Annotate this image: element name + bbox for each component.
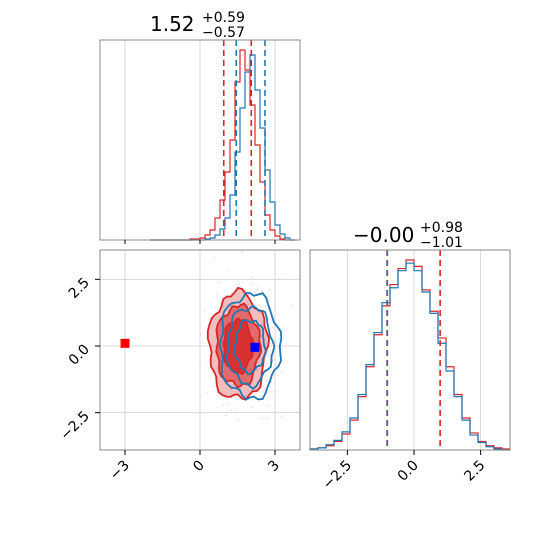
sample-point bbox=[232, 383, 235, 386]
sample-point bbox=[266, 417, 268, 420]
tick-p2-y-2-label: −2.5 bbox=[57, 408, 92, 443]
sample-point bbox=[234, 407, 237, 409]
sample-point bbox=[274, 306, 277, 308]
title-p2-upper: +0.98 bbox=[420, 220, 463, 236]
tick-p2-x-2-label: 2.5 bbox=[461, 458, 488, 485]
sample-point bbox=[218, 281, 220, 284]
sample-point bbox=[225, 414, 228, 417]
title-p1: 1.52 +0.59 −0.57 bbox=[150, 10, 245, 41]
panel-2d-p1-p2: −3 0 3 2.5 0.0 −2.5 bbox=[57, 249, 301, 484]
sample-point bbox=[222, 306, 225, 308]
sample-point bbox=[266, 404, 269, 406]
tick-p1-x-1-label: 0 bbox=[190, 458, 208, 476]
sample-point bbox=[278, 339, 281, 341]
sample-point bbox=[253, 291, 256, 293]
title-p2-lower: −1.01 bbox=[420, 235, 463, 251]
sample-point bbox=[222, 404, 224, 406]
sample-point bbox=[260, 323, 263, 325]
title-p2-median: −0.00 bbox=[353, 223, 414, 247]
sample-point bbox=[216, 367, 219, 370]
sample-point bbox=[216, 293, 219, 296]
sample-point bbox=[275, 391, 278, 393]
contour-fill-0-2 bbox=[223, 318, 254, 375]
sample-point bbox=[245, 394, 247, 397]
sample-point bbox=[213, 257, 216, 260]
sample-point bbox=[199, 366, 201, 369]
sample-point bbox=[258, 311, 260, 314]
sample-point bbox=[266, 380, 269, 382]
title-p1-median: 1.52 bbox=[150, 12, 195, 36]
sample-point bbox=[205, 391, 208, 394]
sample-point bbox=[239, 387, 242, 390]
title-p1-lower: −0.57 bbox=[202, 25, 245, 41]
sample-point bbox=[256, 288, 259, 291]
sample-point bbox=[246, 389, 249, 392]
sample-point bbox=[255, 369, 258, 372]
tick-p2-y-0-label: 2.5 bbox=[66, 275, 93, 302]
sample-point bbox=[251, 406, 254, 409]
sample-point bbox=[228, 402, 230, 405]
sample-point bbox=[230, 409, 232, 411]
sample-point bbox=[280, 371, 283, 373]
sample-point bbox=[241, 250, 244, 253]
sample-point bbox=[263, 387, 266, 390]
sample-point bbox=[223, 290, 226, 292]
tick-p2-x-0-label: −2.5 bbox=[320, 458, 355, 493]
hist-p1-series-0 bbox=[150, 49, 295, 241]
sample-point bbox=[291, 304, 294, 307]
sample-point bbox=[211, 325, 214, 327]
tick-p1-x-0-label: −3 bbox=[107, 458, 133, 484]
sample-point bbox=[256, 369, 259, 371]
sample-point bbox=[228, 270, 230, 272]
panel-hist-p2-frame bbox=[309, 249, 511, 451]
tick-p1-x-2-label: 3 bbox=[265, 458, 283, 476]
sample-point bbox=[274, 341, 276, 343]
sample-point bbox=[277, 347, 280, 350]
sample-point bbox=[247, 303, 250, 306]
title-p2: −0.00 +0.98 −1.01 bbox=[353, 220, 463, 251]
sample-point bbox=[257, 287, 259, 289]
contour-line-0-1 bbox=[215, 302, 263, 389]
sample-point bbox=[230, 388, 233, 390]
sample-point bbox=[269, 288, 271, 291]
title-p1-upper: +0.59 bbox=[202, 10, 245, 26]
sample-point bbox=[279, 278, 281, 281]
contour-line-0-0 bbox=[206, 286, 271, 401]
sample-point bbox=[253, 298, 256, 301]
sample-point bbox=[263, 364, 266, 367]
marker-0 bbox=[120, 338, 130, 348]
marker-1 bbox=[250, 342, 260, 352]
panel-hist-p1 bbox=[99, 39, 301, 244]
contour-line-1-0 bbox=[218, 292, 283, 401]
tick-p2-y-1-label: 0.0 bbox=[66, 342, 93, 369]
sample-point bbox=[230, 393, 233, 395]
sample-point bbox=[270, 381, 273, 383]
sample-point bbox=[267, 353, 269, 355]
sample-point bbox=[246, 301, 248, 303]
sample-point bbox=[269, 361, 271, 363]
sample-point bbox=[262, 390, 264, 392]
sample-point bbox=[251, 282, 254, 285]
tick-p2-x-1-label: 0.0 bbox=[395, 458, 422, 485]
sample-point bbox=[280, 415, 283, 418]
hist-p2-series-0 bbox=[309, 259, 511, 450]
hist-p2-series-1 bbox=[309, 262, 510, 451]
contour-line-1-2 bbox=[233, 319, 267, 376]
sample-point bbox=[264, 305, 267, 307]
sample-point bbox=[251, 276, 253, 278]
sample-point bbox=[271, 326, 274, 329]
hist-p1-series-1 bbox=[150, 54, 295, 241]
sample-point bbox=[266, 355, 268, 357]
sample-point bbox=[199, 333, 202, 336]
sample-point bbox=[264, 375, 267, 377]
sample-point bbox=[227, 303, 230, 305]
sample-point bbox=[260, 417, 263, 419]
sample-point bbox=[237, 419, 239, 421]
sample-point bbox=[212, 385, 215, 387]
contour-line-1-1 bbox=[225, 304, 276, 390]
sample-point bbox=[203, 309, 206, 312]
panel-hist-p2: −2.5 0.0 2.5 bbox=[309, 249, 511, 493]
sample-point bbox=[268, 299, 271, 302]
